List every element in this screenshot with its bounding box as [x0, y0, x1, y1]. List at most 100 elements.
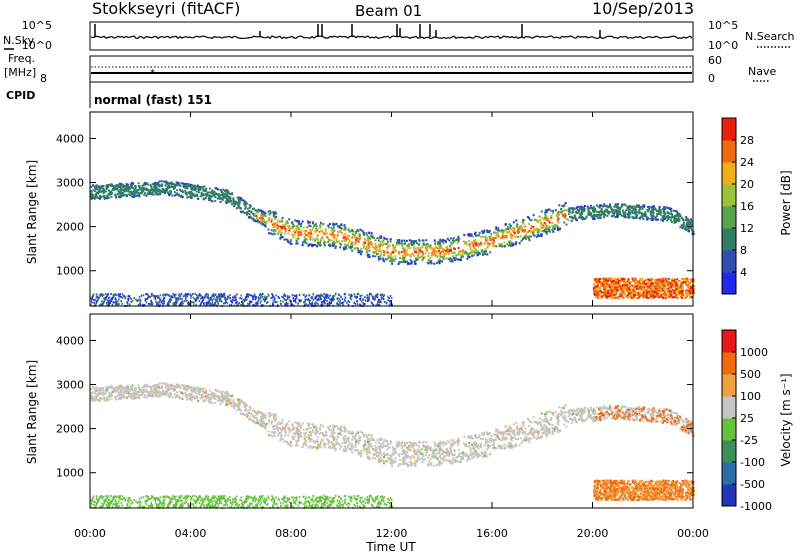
- power-echo: [603, 210, 606, 213]
- velocity-echo: [546, 427, 548, 430]
- power-echo-low: [612, 293, 614, 296]
- power-echo: [616, 214, 619, 217]
- power-echo: [543, 221, 546, 224]
- power-echo: [651, 218, 654, 221]
- velocity-echo: [521, 428, 524, 431]
- power-echo: [316, 228, 319, 231]
- power-near-range: [372, 296, 374, 298]
- power-echo-low: [654, 282, 657, 285]
- power-near-range: [382, 296, 384, 299]
- power-echo: [617, 203, 620, 205]
- power-echo: [629, 213, 632, 216]
- power-echo: [678, 215, 681, 218]
- power-echo: [131, 182, 134, 185]
- power-echo: [625, 209, 628, 212]
- power-echo: [409, 262, 412, 265]
- power-echo: [354, 243, 357, 246]
- power-echo: [687, 230, 690, 233]
- power-echo: [297, 227, 300, 230]
- power-echo: [551, 222, 554, 224]
- power-near-range: [321, 294, 324, 297]
- power-echo: [626, 205, 629, 208]
- power-echo: [476, 250, 479, 253]
- power-echo: [368, 242, 371, 244]
- power-near-range: [380, 300, 382, 303]
- power-echo: [186, 186, 189, 189]
- power-echo-low: [664, 281, 666, 284]
- power-near-range: [372, 297, 374, 300]
- power-echo: [273, 225, 276, 228]
- power-echo: [383, 260, 386, 263]
- power-echo: [149, 184, 152, 187]
- power-echo: [421, 246, 424, 249]
- power-echo: [532, 225, 535, 228]
- velocity-echo: [289, 442, 292, 444]
- power-echo-low: [625, 295, 628, 298]
- power-echo: [131, 192, 134, 195]
- power-echo: [258, 221, 261, 224]
- power-echo: [642, 204, 645, 207]
- power-echo: [690, 218, 692, 221]
- power-echo-low: [615, 277, 617, 280]
- velocity-echo: [261, 412, 264, 415]
- power-echo: [420, 246, 423, 249]
- power-echo-low: [627, 291, 630, 293]
- power-echo: [599, 204, 602, 207]
- power-echo: [136, 194, 139, 197]
- power-echo: [663, 211, 666, 214]
- velocity-echo: [527, 433, 530, 436]
- power-echo: [530, 219, 533, 222]
- power-near-range: [107, 301, 110, 304]
- power-echo: [254, 209, 257, 212]
- power-near-range: [228, 304, 231, 307]
- power-echo: [166, 181, 169, 184]
- power-echo: [556, 226, 559, 229]
- power-echo-low: [612, 286, 615, 289]
- power-echo: [641, 214, 644, 217]
- power-near-range: [314, 302, 316, 305]
- power-echo: [417, 247, 420, 250]
- velocity-echo: [435, 457, 437, 459]
- power-echo: [522, 219, 525, 222]
- power-echo: [380, 237, 383, 240]
- noise-right-tick-top: 10^5: [708, 19, 738, 32]
- power-echo-low: [599, 295, 602, 298]
- power-echo: [312, 238, 315, 241]
- power-echo: [510, 241, 513, 244]
- power-echo: [233, 202, 236, 205]
- velocity-echo: [458, 460, 461, 463]
- power-echo: [438, 250, 441, 253]
- power-echo: [457, 240, 460, 242]
- velocity-echo: [603, 405, 606, 408]
- velocity-echo: [99, 399, 102, 402]
- power-near-range: [223, 302, 225, 305]
- power-echo: [375, 253, 378, 256]
- power-echo: [622, 214, 625, 217]
- power-near-range: [361, 294, 363, 297]
- power-near-range: [151, 294, 153, 297]
- power-echo-low: [600, 296, 603, 299]
- power-echo: [403, 239, 406, 242]
- power-echo: [504, 223, 507, 226]
- power-echo: [264, 222, 267, 225]
- power-echo: [403, 256, 406, 259]
- power-near-range: [216, 298, 218, 301]
- power-echo: [337, 230, 340, 233]
- power-echo: [679, 226, 682, 229]
- velocity-echo: [540, 412, 543, 415]
- power-echo: [510, 227, 513, 230]
- power-echo: [622, 211, 625, 214]
- power-echo: [481, 236, 484, 238]
- power-near-range: [205, 293, 208, 295]
- power-near-range: [97, 296, 100, 299]
- power-echo-low: [636, 285, 639, 288]
- power-near-range: [187, 302, 189, 305]
- power-near-range: [285, 299, 288, 301]
- power-echo: [283, 225, 286, 228]
- power-echo: [169, 181, 172, 184]
- power-echo: [424, 256, 426, 259]
- power-echo: [523, 229, 526, 231]
- power-echo-low: [689, 292, 691, 295]
- power-echo: [673, 220, 676, 223]
- velocity-echo: [548, 423, 551, 426]
